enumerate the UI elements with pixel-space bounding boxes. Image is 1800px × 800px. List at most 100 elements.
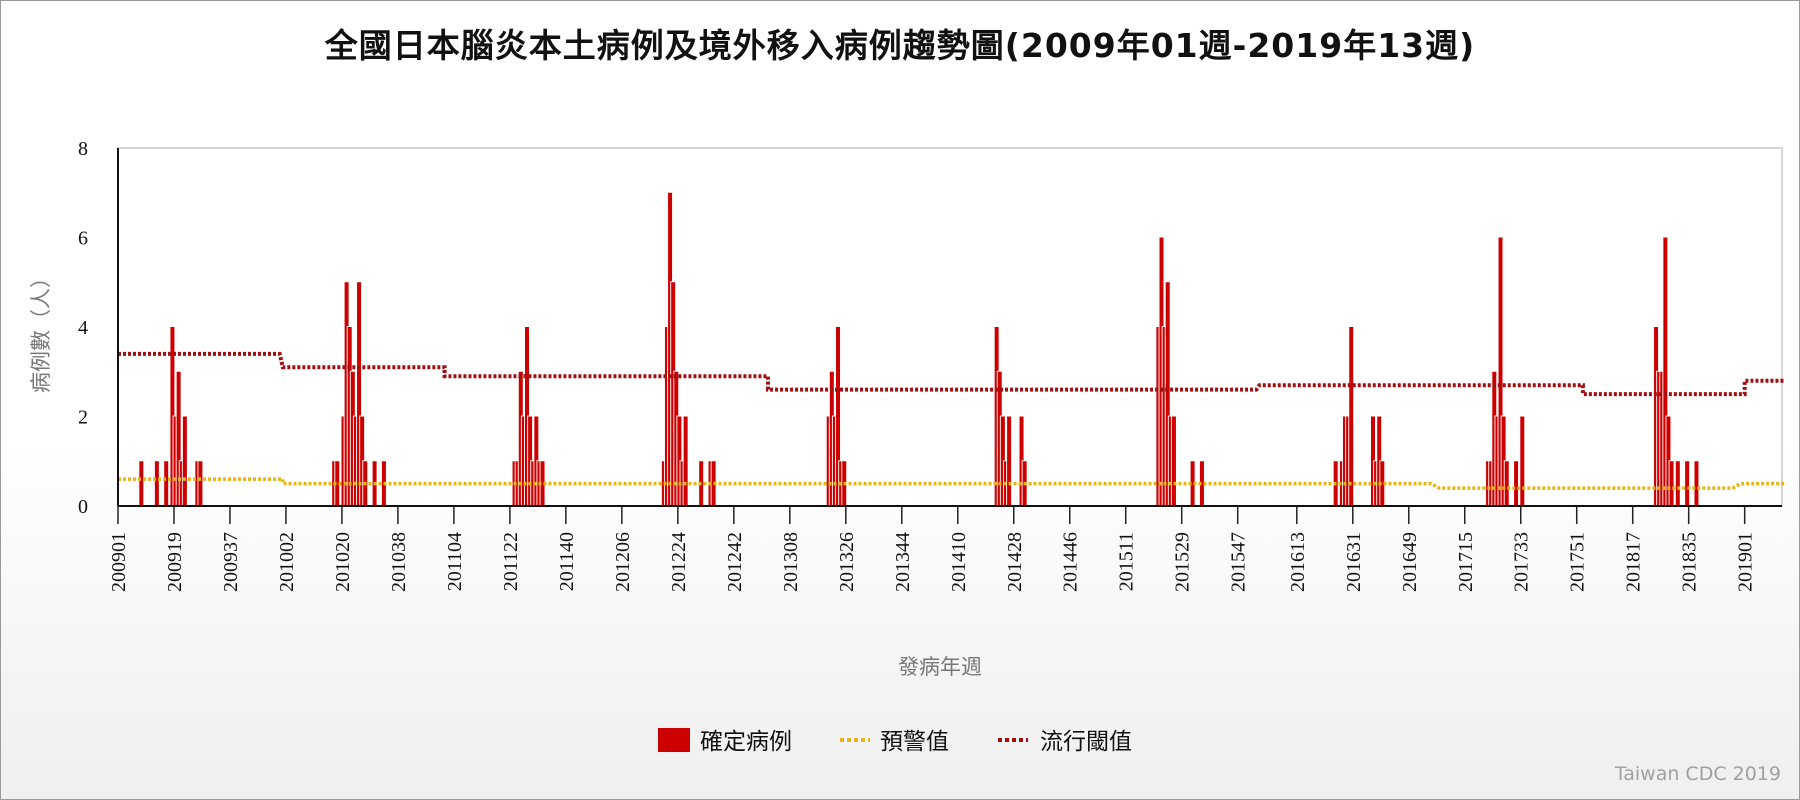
- bar: [170, 327, 175, 506]
- bar: [1685, 461, 1690, 506]
- x-tick-label: 201308: [780, 532, 802, 592]
- bar: [1663, 237, 1668, 506]
- x-tick-label: 201733: [1511, 532, 1533, 592]
- bar: [341, 416, 346, 506]
- bar: [1486, 461, 1491, 506]
- x-tick-label: 200937: [220, 532, 242, 592]
- plot-background: [117, 147, 1783, 507]
- warning-value-line: [118, 477, 1786, 490]
- bar: [540, 461, 545, 506]
- y-tick-label: 8: [78, 138, 88, 160]
- bar: [1156, 327, 1161, 506]
- plot-area: 0 2 4 6 8 200901 200919 200937 201002 201020 20103…: [78, 138, 1786, 592]
- x-tick-label: 201224: [668, 532, 690, 592]
- x-tick-label: 201511: [1116, 532, 1138, 591]
- bar: [1346, 416, 1351, 506]
- bar: [671, 282, 676, 506]
- bar: [182, 416, 187, 506]
- bar: [1165, 282, 1170, 506]
- bar: [531, 461, 536, 506]
- x-tick-label: 201410: [948, 532, 970, 592]
- bar: [1168, 416, 1173, 506]
- x-tick-label: 200901: [108, 532, 130, 592]
- bar: [826, 416, 831, 506]
- bar: [664, 327, 669, 506]
- x-tick-label: 200919: [164, 532, 186, 592]
- x-tick-label: 201901: [1735, 532, 1757, 592]
- x-tick-label: 201020: [332, 532, 354, 592]
- bar: [353, 416, 358, 506]
- bar: [534, 416, 539, 506]
- x-tick-label: 201529: [1172, 532, 1194, 592]
- x-tick-label: 201002: [276, 532, 298, 592]
- bar: [683, 416, 688, 506]
- y-tick-label: 6: [78, 228, 88, 250]
- legend: 確定病例 預警值 流行閾值: [658, 728, 1132, 754]
- x-tick-label: 201835: [1679, 532, 1701, 592]
- x-tick-label: 201038: [388, 532, 410, 592]
- bar: [1489, 461, 1494, 506]
- bar: [1666, 416, 1671, 506]
- bar: [344, 282, 349, 506]
- bar: [668, 192, 673, 506]
- bar: [1660, 371, 1665, 506]
- x-tick-label: 201140: [556, 532, 578, 591]
- bar: [1159, 237, 1164, 506]
- bar: [1492, 371, 1497, 506]
- legend-label-warning: 預警值: [880, 729, 949, 754]
- bar: [518, 371, 523, 506]
- bar: [176, 371, 181, 506]
- bar: [1675, 461, 1680, 506]
- x-tick-label: 201122: [500, 532, 522, 591]
- legend-swatch-confirmed: [658, 728, 690, 752]
- source-credit: Taiwan CDC 2019: [1614, 763, 1781, 785]
- bar: [164, 461, 169, 506]
- bar: [994, 327, 999, 506]
- bar: [1504, 461, 1509, 506]
- bar: [154, 461, 159, 506]
- bar: [1669, 461, 1674, 506]
- x-tick-label: 201428: [1004, 532, 1026, 592]
- bar: [1000, 416, 1005, 506]
- bar: [360, 416, 365, 506]
- bar: [1199, 461, 1204, 506]
- bar: [1007, 416, 1012, 506]
- x-tick-label: 201649: [1399, 532, 1421, 592]
- bar: [836, 327, 841, 506]
- bar: [1657, 371, 1662, 506]
- bar: [1501, 416, 1506, 506]
- bar: [1654, 327, 1659, 506]
- bar: [1694, 461, 1699, 506]
- epidemic-threshold-line: [118, 351, 1786, 397]
- y-tick-label: 0: [78, 496, 88, 518]
- x-tick-label: 201817: [1623, 532, 1645, 592]
- bar: [997, 371, 1002, 506]
- bar: [1377, 416, 1382, 506]
- x-tick-label: 201206: [612, 532, 634, 592]
- bar: [139, 461, 144, 506]
- x-tick-label: 201751: [1567, 532, 1589, 592]
- bar: [521, 416, 526, 506]
- bar: [173, 416, 178, 506]
- y-tick-label: 2: [78, 407, 88, 429]
- bar: [1019, 416, 1024, 506]
- bar: [829, 371, 834, 506]
- bar: [680, 461, 685, 506]
- bar: [1498, 237, 1503, 506]
- x-tick-label: 201104: [444, 532, 466, 591]
- bar: [198, 461, 203, 506]
- x-tick-label: 201631: [1343, 532, 1365, 592]
- x-tick-label: 201326: [836, 532, 858, 592]
- bar: [1349, 327, 1354, 506]
- bar: [1514, 461, 1519, 506]
- x-tick-label: 201344: [892, 532, 914, 592]
- y-axis-label: 病例數（人）: [29, 267, 53, 393]
- y-tick-label: 4: [78, 317, 88, 339]
- legend-label-confirmed: 確定病例: [700, 729, 792, 754]
- bar: [1370, 416, 1375, 506]
- x-tick-label: 201242: [724, 532, 746, 592]
- x-tick-label: 201446: [1060, 532, 1082, 592]
- chart-title: 全國日本腦炎本土病例及境外移入病例趨勢圖(2009年01週-2019年13週): [324, 26, 1476, 65]
- bar: [1380, 461, 1385, 506]
